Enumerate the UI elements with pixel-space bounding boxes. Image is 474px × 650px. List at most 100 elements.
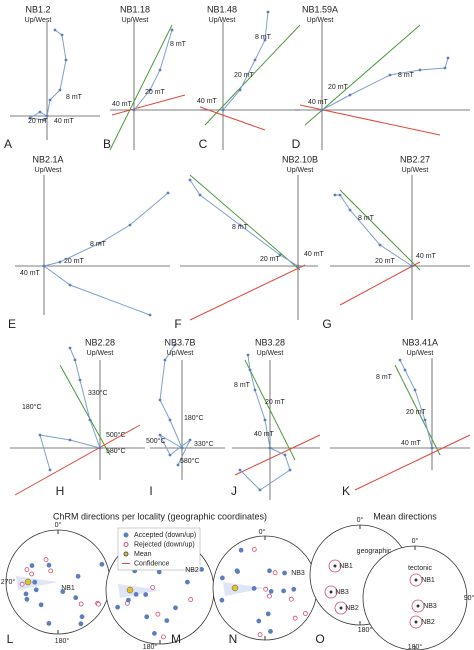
step-label: 580°C xyxy=(180,457,200,465)
direction-point xyxy=(46,621,52,626)
demag-point xyxy=(333,193,337,197)
demag-point xyxy=(180,446,184,450)
panel-title: NB1.59A xyxy=(302,4,338,14)
demag-point xyxy=(413,388,417,392)
direction-point xyxy=(143,592,149,597)
fit-line xyxy=(234,434,321,476)
step-label: 20 mT xyxy=(375,258,396,265)
stereonet-label: NB3 xyxy=(423,603,437,610)
demag-point xyxy=(263,418,267,422)
fit-line xyxy=(111,94,186,116)
stereonet-label: geographic xyxy=(357,548,392,555)
mean-point xyxy=(339,606,343,610)
direction-point xyxy=(99,561,105,567)
step-label: 20 mT xyxy=(64,258,85,265)
direction-point xyxy=(251,586,257,591)
step-label: 500°C xyxy=(146,437,166,445)
demag-point xyxy=(38,110,42,114)
demag-point xyxy=(248,368,252,372)
direction-point xyxy=(281,588,287,594)
demag-point xyxy=(45,114,49,118)
direction-point xyxy=(173,605,178,611)
panel-letter: E xyxy=(8,317,16,331)
step-label: 8 mT xyxy=(170,41,187,48)
direction-point xyxy=(267,568,272,574)
axis-label: Up/West xyxy=(25,17,52,24)
panel-title: NB2.10B xyxy=(282,154,318,164)
demag-point xyxy=(238,468,242,472)
legend-symbol xyxy=(123,551,129,557)
step-label: 500°C xyxy=(106,431,126,439)
demag-point xyxy=(60,33,64,37)
demag-trace xyxy=(28,111,48,121)
demag-point xyxy=(198,193,202,197)
demag-point xyxy=(418,68,422,72)
demag-point xyxy=(266,10,270,14)
direction-point xyxy=(19,581,25,587)
axis-label: Up/West xyxy=(402,167,429,174)
panel-letter: K xyxy=(342,484,350,498)
demag-point xyxy=(42,118,46,122)
stereonet-label: 0° xyxy=(55,521,62,529)
demag-point xyxy=(58,260,62,264)
step-label: 40 mT xyxy=(401,440,422,447)
direction-point xyxy=(46,562,52,568)
demag-point xyxy=(148,88,152,92)
stereonet-label: 270° xyxy=(1,578,16,586)
direction-point xyxy=(79,614,85,620)
step-label: 20 mT xyxy=(260,256,281,263)
mean-point xyxy=(414,578,418,582)
step-label: 330°C xyxy=(88,389,108,397)
demag-point xyxy=(263,38,267,42)
direction-point xyxy=(188,597,194,602)
mean-point xyxy=(414,620,418,624)
fit-line xyxy=(204,24,301,126)
demag-point xyxy=(238,223,242,227)
demag-point xyxy=(132,108,136,112)
demag-point xyxy=(403,368,407,372)
section-title: Mean directions xyxy=(373,511,437,521)
direction-point xyxy=(268,589,274,594)
demag-point xyxy=(348,93,352,97)
demag-point xyxy=(221,108,225,112)
demag-point xyxy=(188,438,192,442)
demag-point xyxy=(28,116,32,120)
axis-label: Up/West xyxy=(407,350,434,357)
direction-point xyxy=(43,557,49,562)
direction-point xyxy=(268,629,273,634)
step-label: 40 mT xyxy=(304,251,325,258)
direction-point xyxy=(155,611,161,617)
demag-trace xyxy=(335,194,413,267)
direction-point xyxy=(78,601,84,607)
demag-point xyxy=(296,264,300,268)
legend-label: Mean xyxy=(134,551,152,558)
demag-point xyxy=(148,313,152,317)
direction-point xyxy=(38,602,44,608)
panel-letter: I xyxy=(149,484,152,498)
demag-point xyxy=(410,264,414,268)
demag-point xyxy=(88,418,92,422)
direction-point xyxy=(288,596,294,602)
direction-point xyxy=(164,618,170,623)
step-label: 20 mT xyxy=(406,409,427,416)
stereonet-label: NB3 xyxy=(291,570,305,577)
panel-title: NB1.18 xyxy=(120,4,150,14)
step-label: 40 mT xyxy=(254,431,275,438)
direction-point xyxy=(272,570,278,576)
mean-point xyxy=(416,604,420,608)
demag-point xyxy=(253,58,257,62)
demag-point xyxy=(288,468,292,472)
demag-point xyxy=(128,223,132,227)
demag-point xyxy=(163,358,167,362)
demag-point xyxy=(348,208,352,212)
stereonet-label: NB2 xyxy=(185,567,199,574)
demag-point xyxy=(168,418,172,422)
mean-point xyxy=(329,590,333,594)
direction-point xyxy=(265,611,271,617)
stereonet-label: NB2 xyxy=(421,619,435,626)
stereonet-label: NB1 xyxy=(339,563,353,570)
axis-label: Up/West xyxy=(209,17,236,24)
mean-circle xyxy=(409,615,423,629)
fit-line xyxy=(354,434,471,491)
demag-point xyxy=(253,388,257,392)
